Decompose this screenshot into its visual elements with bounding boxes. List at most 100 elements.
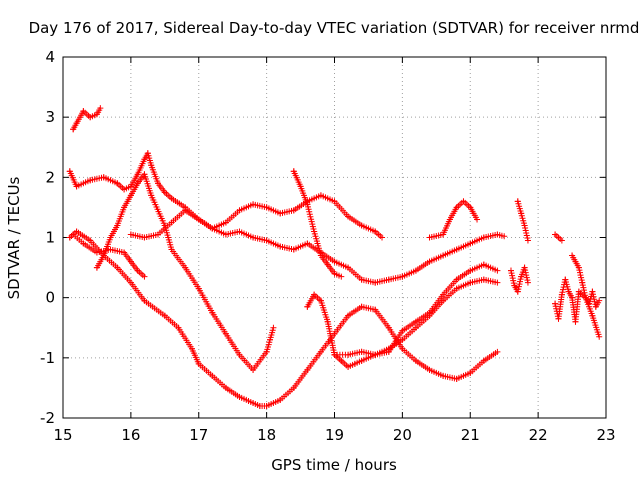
- y-tick-label: 2: [45, 168, 55, 186]
- data-point: [107, 234, 114, 241]
- series-trace: [66, 150, 384, 239]
- data-point: [263, 237, 270, 244]
- data-point: [345, 312, 352, 319]
- y-tick-label: 1: [45, 229, 55, 247]
- data-point: [372, 306, 379, 313]
- data-point: [80, 108, 87, 115]
- x-axis: 15 16 17 18 19 20 21 22 23: [53, 57, 616, 444]
- data-point: [555, 315, 562, 322]
- data-point: [507, 267, 514, 274]
- data-point: [290, 246, 297, 253]
- data-point: [263, 402, 270, 409]
- data-point: [467, 279, 474, 286]
- data-point: [324, 318, 331, 325]
- data-point: [558, 237, 565, 244]
- data-point: [453, 276, 460, 283]
- data-point: [412, 318, 419, 325]
- x-tick-label: 22: [529, 426, 548, 444]
- data-point: [297, 183, 304, 190]
- data-point: [141, 234, 148, 241]
- data-point: [358, 348, 365, 355]
- x-tick-label: 18: [257, 426, 276, 444]
- data-point: [569, 294, 576, 301]
- data-point: [195, 360, 202, 367]
- data-point: [521, 264, 528, 271]
- data-point: [144, 150, 151, 157]
- y-tick-label: -1: [40, 349, 55, 367]
- data-point: [511, 282, 518, 289]
- data-point: [73, 228, 80, 235]
- grid-lines: [63, 57, 606, 418]
- data-point: [148, 162, 155, 169]
- data-point: [358, 357, 365, 364]
- x-tick-label: 20: [393, 426, 412, 444]
- data-point: [351, 360, 358, 367]
- data-point: [494, 267, 501, 274]
- data-point: [317, 192, 324, 199]
- data-point: [426, 258, 433, 265]
- data-point: [385, 348, 392, 355]
- data-point: [589, 312, 596, 319]
- series-arc-o: [569, 252, 603, 310]
- data-point: [338, 273, 345, 280]
- data-point: [345, 351, 352, 358]
- data-point: [399, 345, 406, 352]
- data-point: [290, 207, 297, 214]
- x-axis-label: GPS time / hours: [271, 456, 397, 474]
- data-point: [93, 264, 100, 271]
- data-point: [514, 288, 521, 295]
- series-arc-j: [426, 198, 481, 241]
- data-point: [222, 330, 229, 337]
- data-point: [586, 300, 593, 307]
- data-point: [345, 363, 352, 370]
- series-trace: [66, 228, 499, 409]
- data-point: [195, 216, 202, 223]
- data-point: [304, 201, 311, 208]
- data-point: [575, 264, 582, 271]
- y-tick-label: 0: [45, 289, 55, 307]
- data-point: [501, 233, 508, 240]
- data-point: [134, 180, 141, 187]
- data-point: [480, 357, 487, 364]
- data-point: [107, 246, 114, 253]
- data-point: [155, 180, 162, 187]
- series-arc-g: [290, 168, 345, 280]
- data-point: [379, 234, 386, 241]
- data-point: [453, 204, 460, 211]
- data-point: [440, 291, 447, 298]
- data-point: [311, 291, 318, 298]
- data-point: [399, 273, 406, 280]
- series-arc-m: [552, 231, 565, 244]
- data-point: [121, 204, 128, 211]
- data-point: [222, 231, 229, 238]
- data-point: [267, 336, 274, 343]
- data-point: [134, 267, 141, 274]
- data-point: [87, 237, 94, 244]
- data-point: [317, 297, 324, 304]
- data-point: [141, 171, 148, 178]
- data-point: [494, 231, 501, 238]
- x-tick-label: 17: [189, 426, 208, 444]
- data-point: [494, 348, 501, 355]
- data-point: [518, 210, 525, 217]
- data-point: [97, 105, 104, 112]
- data-point: [277, 210, 284, 217]
- data-point: [127, 258, 134, 265]
- data-point: [304, 303, 311, 310]
- data-point: [148, 192, 155, 199]
- data-point: [596, 333, 603, 340]
- data-point: [338, 357, 345, 364]
- data-point: [236, 207, 243, 214]
- data-point: [453, 375, 460, 382]
- data-point: [209, 225, 216, 232]
- data-point: [182, 264, 189, 271]
- data-point: [155, 231, 162, 238]
- data-point: [426, 234, 433, 241]
- data-point: [385, 324, 392, 331]
- data-point: [412, 324, 419, 331]
- data-point: [182, 207, 189, 214]
- data-point: [385, 276, 392, 283]
- data-point: [521, 222, 528, 229]
- data-point: [70, 126, 77, 133]
